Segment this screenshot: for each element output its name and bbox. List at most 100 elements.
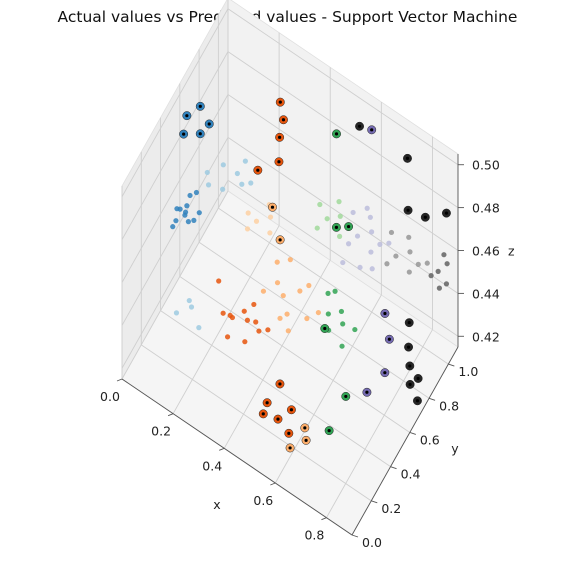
data-point xyxy=(253,319,259,325)
data-point xyxy=(337,213,343,219)
x-tick-label: 0.8 xyxy=(304,528,324,543)
grid-line-z xyxy=(121,180,229,369)
chart-title: Actual values vs Predicted values - Supp… xyxy=(57,8,518,26)
z-tick-label: 0.42 xyxy=(472,329,500,344)
data-point xyxy=(415,261,421,267)
grid-line-z xyxy=(121,8,229,197)
data-point xyxy=(287,257,293,263)
data-point xyxy=(242,339,248,345)
data-point xyxy=(340,321,346,327)
data-point xyxy=(220,310,226,316)
x-tick-label: 0.0 xyxy=(100,389,120,404)
grid-line-y xyxy=(218,207,449,365)
z-tick-label: 0.48 xyxy=(472,201,500,216)
data-point xyxy=(274,259,280,265)
predicted-marker xyxy=(281,118,286,122)
predicted-marker xyxy=(303,426,307,430)
data-point xyxy=(191,217,197,223)
y-tick-label: 0.8 xyxy=(439,398,459,413)
data-point xyxy=(174,206,180,212)
data-point xyxy=(406,234,412,240)
predicted-marker xyxy=(408,364,412,368)
predicted-marker xyxy=(278,100,282,104)
grid-line-z xyxy=(227,137,459,294)
y-axis-line xyxy=(351,346,459,536)
predicted-marker xyxy=(207,122,211,126)
y-tick-label: 1.0 xyxy=(458,364,478,379)
data-point xyxy=(242,158,248,164)
data-point xyxy=(369,229,375,235)
predicted-marker xyxy=(334,132,339,136)
data-point xyxy=(369,266,375,272)
data-point xyxy=(337,233,343,239)
y-tick-label: 0.0 xyxy=(362,535,382,550)
data-point xyxy=(196,210,202,216)
grid-line-y xyxy=(160,310,391,468)
data-point xyxy=(248,180,254,186)
data-point xyxy=(428,273,434,279)
data-point xyxy=(336,199,342,205)
predicted-marker xyxy=(357,124,362,128)
data-point xyxy=(345,241,352,247)
y-tick-label: 0.2 xyxy=(381,501,401,516)
data-point xyxy=(407,249,413,255)
data-point xyxy=(338,308,345,315)
data-point xyxy=(244,226,251,232)
data-point xyxy=(444,261,450,267)
y-tick xyxy=(409,432,416,435)
predicted-marker xyxy=(198,104,202,108)
x-axis-label: x xyxy=(213,497,220,512)
x-tick xyxy=(116,378,123,382)
data-point xyxy=(173,310,180,316)
grid-line-y xyxy=(179,276,411,433)
predicted-marker xyxy=(287,431,291,435)
predicted-marker xyxy=(278,382,282,386)
grid-line-z xyxy=(227,94,459,251)
data-point xyxy=(267,230,273,236)
data-point xyxy=(436,285,442,291)
predicted-marker xyxy=(344,394,348,399)
data-point xyxy=(204,169,210,176)
predicted-marker xyxy=(444,211,449,215)
predicted-marker xyxy=(334,225,339,229)
data-point xyxy=(285,328,291,334)
data-point xyxy=(244,317,251,323)
predicted-marker xyxy=(256,168,260,172)
data-point xyxy=(352,326,358,333)
data-point xyxy=(388,229,395,236)
grid-line-z xyxy=(227,51,459,208)
data-point xyxy=(188,304,195,310)
x-tick xyxy=(270,482,276,486)
predicted-marker xyxy=(423,215,427,219)
predicted-marker xyxy=(304,438,308,442)
data-point xyxy=(424,260,430,266)
data-point xyxy=(227,312,233,319)
z-tick-label: 0.46 xyxy=(472,244,500,259)
data-point xyxy=(314,225,320,231)
data-point xyxy=(260,288,267,294)
data-point xyxy=(364,205,370,211)
y-tick xyxy=(371,500,378,504)
data-point xyxy=(441,252,447,258)
y-tick xyxy=(448,363,455,367)
predicted-marker xyxy=(387,337,391,341)
predicted-marker xyxy=(276,417,280,421)
y-tick xyxy=(351,534,359,538)
data-point xyxy=(393,253,399,259)
data-point xyxy=(234,170,240,177)
data-point xyxy=(251,301,257,308)
data-point xyxy=(354,233,361,239)
x-tick xyxy=(167,413,174,417)
y-tick-label: 0.4 xyxy=(401,467,421,482)
predicted-marker xyxy=(416,376,420,381)
grid-line-x xyxy=(326,329,433,518)
data-point xyxy=(196,325,202,331)
z-tick-label: 0.50 xyxy=(472,158,500,173)
y-axis-label: y xyxy=(451,441,459,456)
x-tick-label: 0.2 xyxy=(151,424,171,439)
predicted-marker xyxy=(182,132,186,136)
data-point xyxy=(324,216,330,222)
predicted-marker xyxy=(383,311,387,316)
grid-line-z xyxy=(121,51,229,240)
